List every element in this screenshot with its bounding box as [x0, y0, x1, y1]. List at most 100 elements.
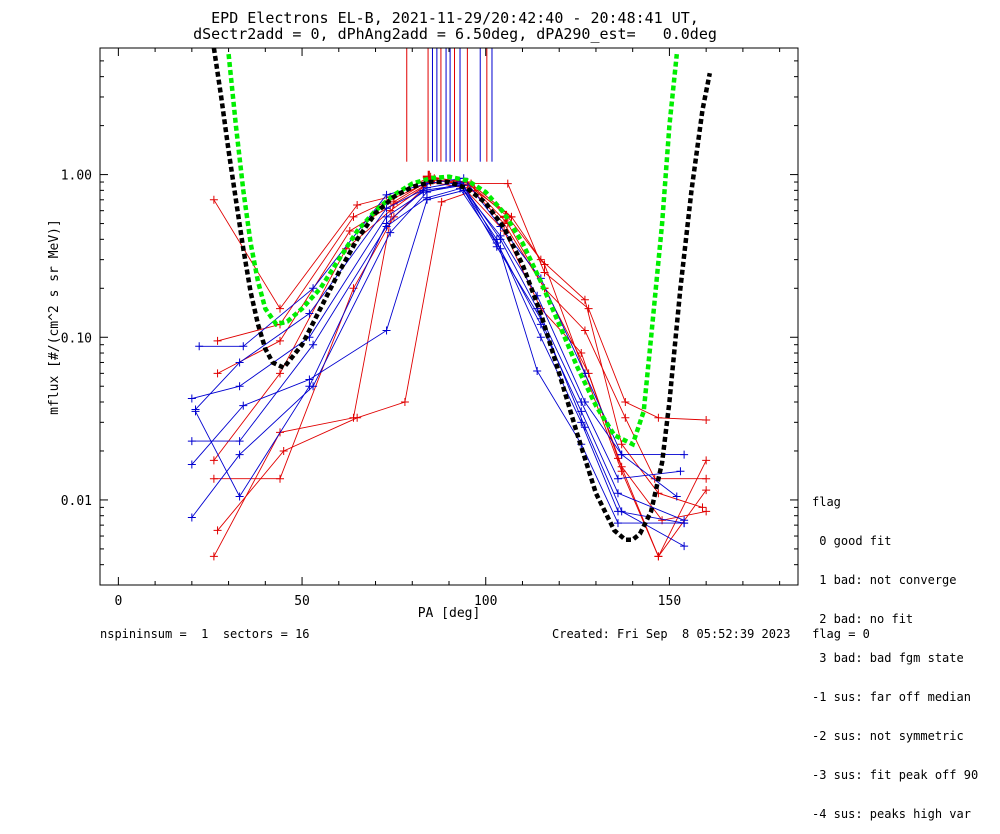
chart-subtitle: dSectr2add = 0, dPhAng2add = 6.50deg, dP…	[193, 25, 717, 43]
fit-layer	[211, 47, 713, 542]
blue-data-point	[305, 382, 314, 391]
red-data-point	[580, 326, 589, 335]
y-tick-label: 0.10	[61, 331, 92, 346]
legend-item: -2 sus: not symmetric	[812, 729, 964, 743]
red-data-point	[209, 456, 218, 465]
red-data-point	[621, 413, 630, 422]
red-data-point	[702, 507, 711, 516]
black-fit-curve	[211, 47, 713, 542]
blue-data-point	[191, 407, 200, 416]
blue-data-point	[382, 212, 391, 221]
blue-data-point	[382, 190, 391, 199]
red-data-point	[353, 413, 362, 422]
red-data-point	[577, 349, 586, 358]
y-tick-label: 0.01	[61, 494, 92, 509]
red-data-point	[437, 197, 446, 206]
blue-data-point	[235, 450, 244, 459]
blue-data-point	[309, 340, 318, 349]
red-data-point	[400, 397, 409, 406]
red-series-line-4	[213, 177, 707, 521]
red-data-point	[209, 474, 218, 483]
red-data-point	[209, 195, 218, 204]
blue-data-point	[613, 489, 622, 498]
blue-data-point	[235, 358, 244, 367]
axes-layer: 0 50 100 150 0.01 0.10 1.00	[61, 47, 798, 609]
blue-data-point	[235, 492, 244, 501]
x-tick-label: 150	[658, 594, 681, 609]
red-data-point	[213, 369, 222, 378]
blue-data-point	[676, 467, 685, 476]
blue-data-point	[613, 474, 622, 483]
legend-item: 3 bad: bad fgm state	[812, 651, 964, 665]
blue-data-point	[613, 519, 622, 528]
blue-data-point	[235, 382, 244, 391]
red-data-point	[702, 486, 711, 495]
blue-data-point	[386, 228, 395, 237]
vline-layer	[406, 48, 493, 162]
x-tick-label: 0	[114, 594, 122, 609]
red-data-point	[209, 552, 218, 561]
footer-sector-info: nspininsum = 1 sectors = 16	[100, 627, 310, 641]
red-data-point	[654, 413, 663, 422]
blue-data-point	[422, 195, 431, 204]
chart-title: EPD Electrons EL-B, 2021-11-29/20:42:40 …	[211, 9, 699, 27]
y-tick-label: 1.00	[61, 169, 92, 184]
blue-data-point	[382, 326, 391, 335]
red-data-point	[276, 336, 285, 345]
blue-data-point	[672, 492, 681, 501]
blue-data-point	[309, 284, 318, 293]
blue-data-point	[617, 450, 626, 459]
red-data-point	[503, 179, 512, 188]
red-series-line-1	[217, 179, 707, 421]
blue-data-point	[239, 342, 248, 351]
legend-title: flag	[812, 495, 841, 509]
legend-item: 1 bad: not converge	[812, 573, 957, 587]
legend-item: 2 bad: no fit	[812, 612, 914, 626]
red-data-point	[349, 212, 358, 221]
red-data-point	[276, 304, 285, 313]
legend-item: 0 good fit	[812, 534, 892, 548]
footer-created-info: Created: Fri Sep 8 05:52:39 2023 flag = …	[552, 627, 870, 641]
blue-data-point	[419, 186, 428, 195]
legend-item: -1 sus: far off median	[812, 690, 971, 704]
blue-data-point	[305, 309, 314, 318]
blue-data-point	[492, 235, 501, 244]
series-layer	[187, 170, 711, 561]
red-data-point	[702, 456, 711, 465]
red-data-point	[213, 336, 222, 345]
blue-data-point	[577, 418, 586, 427]
blue-data-point	[235, 437, 244, 446]
red-data-point	[276, 369, 285, 378]
red-data-point	[276, 474, 285, 483]
chart-plot: 0 50 100 150 0.01 0.10 1.00 PA [deg] mflux [#/…	[47, 47, 799, 621]
blue-data-point	[195, 342, 204, 351]
red-series-line-2	[217, 179, 707, 480]
blue-data-point	[680, 542, 689, 551]
legend-item: -3 sus: fit peak off 90	[812, 768, 979, 782]
red-data-point	[213, 526, 222, 535]
red-series-line-0	[213, 176, 703, 508]
red-data-point	[617, 440, 626, 449]
blue-data-point	[187, 513, 196, 522]
blue-series-line-9	[191, 184, 685, 521]
red-data-point	[540, 260, 549, 269]
blue-data-point	[680, 450, 689, 459]
red-data-point	[584, 304, 593, 313]
blue-data-point	[580, 397, 589, 406]
flag-legend: flag 0 good fit 1 bad: not converge 2 ba…	[812, 470, 978, 834]
blue-data-point	[680, 519, 689, 528]
red-data-point	[353, 201, 362, 210]
blue-data-point	[187, 437, 196, 446]
blue-data-point	[496, 231, 505, 240]
blue-data-point	[305, 375, 314, 384]
x-tick-label: 100	[474, 594, 497, 609]
blue-data-point	[617, 507, 626, 516]
blue-data-point	[187, 460, 196, 469]
blue-data-point	[536, 333, 545, 342]
blue-data-point	[239, 401, 248, 410]
red-data-point	[654, 552, 663, 561]
red-data-point	[345, 227, 354, 236]
x-axis-label: PA [deg]	[418, 606, 481, 621]
x-tick-label: 50	[294, 594, 310, 609]
red-data-point	[580, 295, 589, 304]
